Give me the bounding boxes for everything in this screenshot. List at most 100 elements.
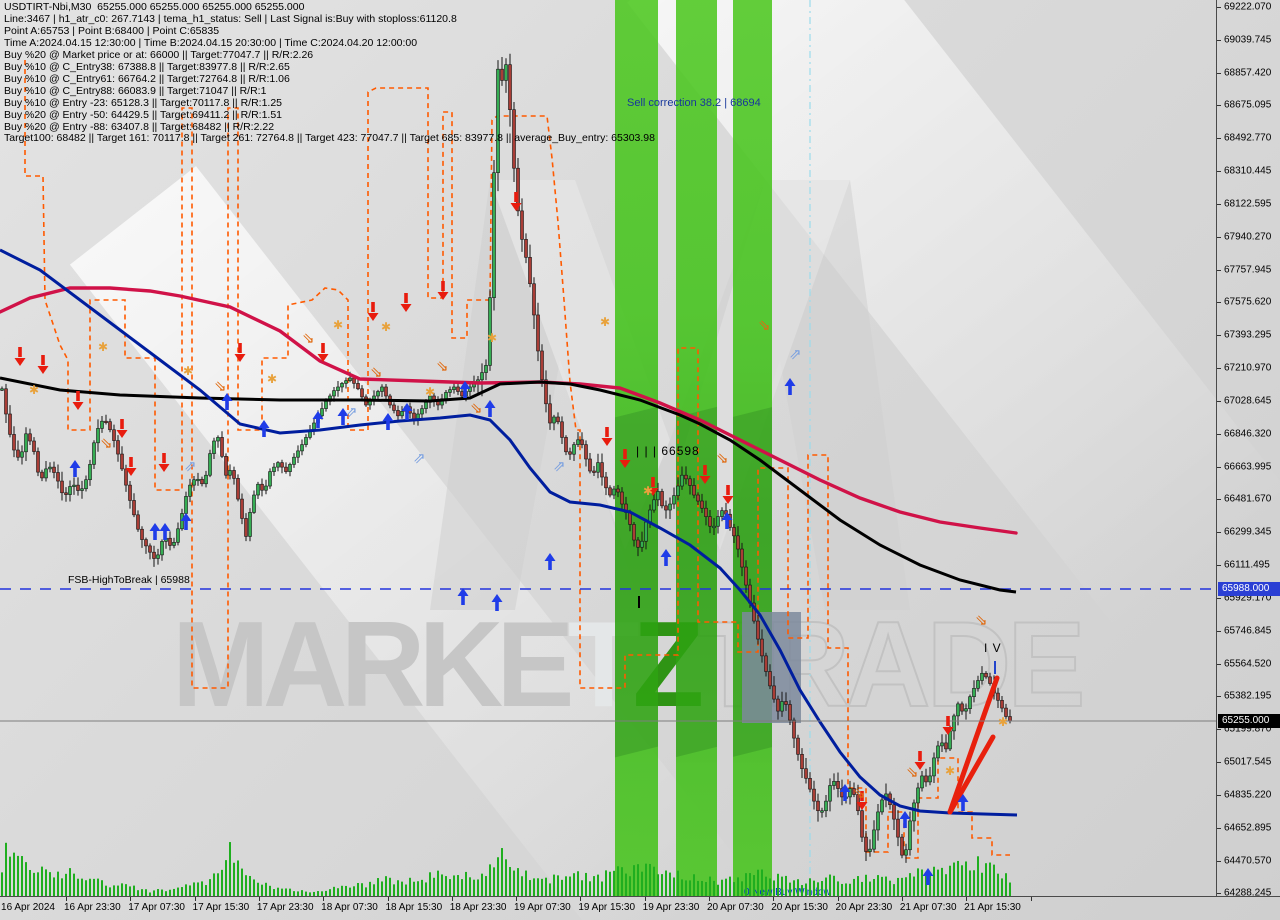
hollow-buy-arrow-icon: ⇗: [413, 450, 426, 467]
hollow-buy-arrow-icon: ⇗: [345, 404, 358, 421]
sell-signal-arrow: [510, 192, 522, 211]
ma-blue-line: [0, 248, 1018, 817]
price-axis-label: 68492.770: [1224, 132, 1272, 144]
price-axis-tick: [1217, 466, 1221, 468]
info-line: Buy %20 @ Entry -88: 63407.8 || Target:6…: [4, 120, 275, 133]
time-axis-label: 19 Apr 15:30: [578, 902, 636, 913]
sell-signal-arrow: [437, 281, 449, 300]
sell-signal-arrow: [234, 343, 246, 362]
time-axis-tick: [1030, 897, 1032, 901]
buy-signal-arrow: [957, 794, 969, 811]
price-axis-tick: [1217, 729, 1221, 731]
time-axis-tick: [451, 897, 453, 901]
price-axis-tick: [1217, 105, 1221, 107]
time-axis-label: 16 Apr 23:30: [63, 902, 121, 913]
sell-signal-arrow: [914, 751, 926, 770]
hollow-sell-arrow-icon: ⇘: [370, 364, 383, 381]
wave1-label: I: [637, 594, 642, 608]
watermark-marke: MARKE: [172, 596, 575, 732]
buy-signal-arrow: [312, 411, 324, 428]
price-axis-label: 68857.420: [1224, 67, 1272, 79]
price-axis-label: 67393.295: [1224, 329, 1272, 341]
price-axis-label: 67757.945: [1224, 264, 1272, 276]
hollow-sell-arrow-icon: ⇘: [470, 400, 483, 417]
time-axis-label: 20 Apr 23:30: [835, 902, 893, 913]
price-axis-tick: [1217, 138, 1221, 140]
price-axis-tick: [1217, 236, 1221, 238]
price-axis-tick: [1217, 269, 1221, 271]
time-axis-label: 18 Apr 23:30: [449, 902, 507, 913]
time-axis-label: 16 Apr 2024: [1, 902, 55, 913]
price-axis-tick: [1217, 762, 1221, 764]
hollow-sell-arrow-icon: ⇘: [302, 330, 315, 347]
sell-signal-arrow: [699, 465, 711, 484]
buy-signal-arrow: [457, 588, 469, 605]
fsb-high-to-break-label: FSB-HighToBreak | 65988: [68, 574, 190, 586]
hollow-sell-arrow-icon: ⇘: [853, 785, 866, 802]
hollow-sell-arrow-icon: ⇘: [214, 378, 227, 395]
green-session-band: [615, 0, 658, 896]
price-axis-tick: [1217, 368, 1221, 370]
price-axis[interactable]: 69222.070 69039.745 68857.420 68675.095 6849…: [1216, 0, 1280, 899]
price-axis-tick: [1217, 499, 1221, 501]
sell-signal-arrow: [72, 391, 84, 410]
star-marker-icon: ✱: [183, 364, 193, 378]
hollow-sell-arrow-icon: ⇘: [975, 612, 988, 629]
price-axis-label: 65564.520: [1224, 658, 1272, 670]
candles: [0, 53, 1012, 863]
star-marker-icon: ✱: [29, 383, 39, 397]
ma-pink-line: [0, 286, 1018, 535]
price-axis-label: 64470.570: [1224, 855, 1272, 867]
price-axis-label: 65929.170: [1224, 592, 1272, 604]
hollow-sell-arrow-icon: ⇘: [906, 764, 919, 781]
price-axis-label: 66846.320: [1224, 428, 1272, 440]
time-axis-tick: [66, 897, 67, 901]
time-axis-label: 20 Apr 07:30: [706, 902, 764, 913]
price-axis-tick: [1217, 827, 1221, 829]
buy-signal-arrow: [159, 523, 171, 540]
star-marker-icon: ✱: [945, 764, 955, 778]
sell-signal-arrow: [158, 453, 170, 472]
price-axis-tick: [1217, 663, 1221, 665]
buy-signal-arrow: [839, 784, 851, 801]
info-line: Buy %10 @ Entry -23: 65128.3 || Target:7…: [4, 96, 283, 109]
red-trend-line[interactable]: [947, 675, 1000, 815]
time-axis-label: 21 Apr 07:30: [899, 902, 957, 913]
time-axis-tick: [773, 897, 775, 901]
buy-signal-arrow: [459, 381, 471, 398]
buy-signal-arrow: [180, 513, 192, 530]
price-axis-tick: [1217, 203, 1221, 205]
price-axis-label: 65017.545: [1224, 756, 1272, 768]
time-axis-label: 17 Apr 15:30: [192, 902, 250, 913]
wave3-label: | | | 66598: [636, 444, 700, 458]
time-axis-label: 20 Apr 15:30: [771, 902, 828, 913]
price-axis-tick: [1217, 400, 1221, 402]
green-session-band: [676, 0, 717, 896]
time-axis-tick: [194, 897, 196, 901]
star-marker-icon: ✱: [425, 385, 435, 399]
price-axis-label: 65746.845: [1224, 625, 1272, 637]
buy-signal-arrow: [69, 460, 81, 477]
time-axis[interactable]: 16 Apr 2024 16 Apr 23:30 17 Apr 07:30 17 Ap…: [0, 896, 1280, 920]
sell-signal-arrow: [14, 347, 26, 366]
hollow-sell-arrow-icon: ⇘: [716, 450, 729, 467]
time-axis-label: 18 Apr 07:30: [321, 902, 378, 913]
buy-signal-arrow: [149, 523, 161, 540]
price-axis-label: 65382.195: [1224, 690, 1272, 702]
info-line: Buy %20 @ Market price or at: 66000 || T…: [4, 48, 314, 61]
price-axis-tick: [1217, 597, 1221, 599]
red-trend-line[interactable]: [947, 734, 996, 815]
star-marker-icon: ✱: [643, 484, 653, 498]
volume-bars: [1, 842, 1011, 896]
price-axis-tick: [1217, 433, 1221, 435]
hollow-buy-arrow-icon: ⇗: [184, 458, 197, 475]
info-line: Buy %10 @ C_Entry88: 66083.9 || Target:7…: [4, 84, 267, 97]
buy-signal-arrow: [899, 811, 911, 828]
buy-signal-arrow: [922, 868, 934, 885]
buy-signal-arrow: [401, 403, 413, 420]
time-axis-tick: [709, 897, 710, 901]
time-axis-tick: [516, 897, 518, 901]
time-axis-label: 19 Apr 23:30: [642, 902, 700, 913]
star-marker-icon: ✱: [267, 372, 277, 386]
